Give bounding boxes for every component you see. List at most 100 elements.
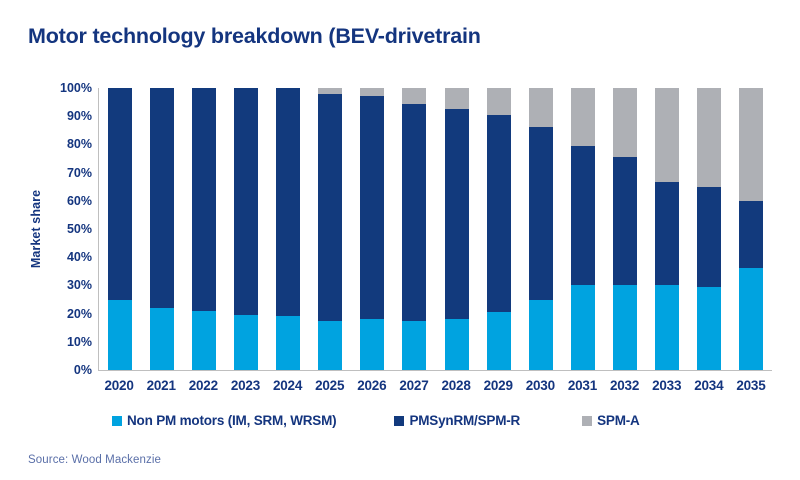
bar-segment[interactable] [612, 157, 637, 286]
bar-segment[interactable] [402, 88, 427, 104]
bar-column[interactable] [604, 88, 646, 370]
legend-label: PMSynRM/SPM-R [409, 413, 521, 428]
stacked-bar[interactable] [444, 88, 469, 370]
stacked-bar[interactable] [360, 88, 385, 370]
y-axis-tick: 30% [66, 278, 92, 293]
bar-segment[interactable] [738, 200, 763, 269]
bar-column[interactable] [225, 88, 267, 370]
x-axis-tick: 2027 [399, 378, 429, 393]
bar-segment[interactable] [444, 319, 469, 370]
legend-swatch-icon [582, 415, 593, 426]
bar-segment[interactable] [654, 182, 679, 286]
bar-segment[interactable] [528, 299, 553, 370]
bar-segment[interactable] [234, 88, 259, 316]
bar-segment[interactable] [654, 285, 679, 370]
source-note: Source: Wood Mackenzie [28, 454, 162, 466]
y-axis-tick: 70% [66, 165, 92, 180]
stacked-bar[interactable] [612, 88, 637, 370]
bar-segment[interactable] [360, 88, 385, 97]
stacked-bar[interactable] [150, 88, 175, 370]
bar-segment[interactable] [318, 88, 343, 94]
bar-segment[interactable] [276, 88, 301, 317]
bar-segment[interactable] [192, 88, 217, 311]
stacked-bar[interactable] [696, 88, 721, 370]
bar-segment[interactable] [612, 285, 637, 370]
bar-segment[interactable] [696, 186, 721, 287]
bar-segment[interactable] [570, 145, 595, 286]
bar-segment[interactable] [570, 285, 595, 370]
stacked-bar[interactable] [402, 88, 427, 370]
y-axis-line [98, 88, 99, 371]
bar-segment[interactable] [318, 93, 343, 321]
bar-column[interactable] [730, 88, 772, 370]
legend-item[interactable]: SPM-A [582, 413, 640, 428]
bar-column[interactable] [478, 88, 520, 370]
bar-segment[interactable] [486, 88, 511, 115]
bar-column[interactable] [99, 88, 141, 370]
stacked-bar[interactable] [192, 88, 217, 370]
bar-segment[interactable] [150, 88, 175, 308]
y-axis-label: Market share [24, 82, 48, 376]
legend-item[interactable]: Non PM motors (IM, SRM, WRSM) [112, 413, 337, 428]
y-axis-tick: 50% [66, 222, 92, 236]
bar-segment[interactable] [360, 96, 385, 320]
axis-area [98, 82, 772, 376]
bar-segment[interactable] [402, 103, 427, 321]
bar-segment[interactable] [570, 88, 595, 146]
bar-segment[interactable] [318, 320, 343, 370]
bar-segment[interactable] [402, 320, 427, 370]
bar-segment[interactable] [696, 88, 721, 187]
bar-segment[interactable] [696, 286, 721, 370]
plot-area: Market share 0% 10% 20% 30% 40% 50% 60% 70% 80% 9… [28, 81, 772, 377]
bar-column[interactable] [688, 88, 730, 370]
legend-swatch-icon [112, 415, 122, 426]
stacked-bar[interactable] [318, 88, 343, 370]
bar-segment[interactable] [276, 316, 301, 370]
stacked-bar[interactable] [570, 88, 595, 370]
bar-column[interactable] [646, 88, 688, 370]
y-axis-tick: 80% [66, 137, 92, 152]
x-axis-tick: 2035 [736, 378, 766, 393]
legend-item[interactable]: PMSynRM/SPM-R [394, 413, 520, 428]
bar-column[interactable] [267, 88, 309, 370]
x-axis-tick: 2034 [694, 378, 724, 393]
bar-segment[interactable] [444, 109, 469, 320]
x-axis-tick: 2020 [104, 378, 134, 393]
bar-segment[interactable] [738, 88, 763, 201]
stacked-bar[interactable] [234, 88, 259, 370]
bar-column[interactable] [562, 88, 604, 370]
bar-column[interactable] [141, 88, 183, 370]
stacked-bar[interactable] [108, 88, 133, 370]
bar-segment[interactable] [654, 88, 679, 183]
bar-segment[interactable] [150, 307, 175, 370]
bar-segment[interactable] [612, 88, 637, 158]
y-axis-tick: 100% [60, 81, 92, 95]
legend-swatch-icon [394, 415, 405, 426]
bar-segment[interactable] [108, 299, 133, 370]
bar-column[interactable] [183, 88, 225, 370]
bar-segment[interactable] [108, 88, 133, 300]
stacked-bar[interactable] [528, 88, 553, 370]
bar-column[interactable] [436, 88, 478, 370]
y-axis-tick: 40% [66, 250, 92, 265]
bar-column[interactable] [393, 88, 435, 370]
bar-segment[interactable] [486, 312, 511, 370]
bar-column[interactable] [351, 88, 393, 370]
bar-column[interactable] [520, 88, 562, 370]
bar-column[interactable] [309, 88, 351, 370]
stacked-bar[interactable] [486, 88, 511, 370]
x-axis-tick: 2023 [230, 378, 261, 393]
stacked-bar[interactable] [276, 88, 301, 370]
stacked-bar[interactable] [654, 88, 679, 370]
y-axis-tick: 60% [66, 193, 92, 208]
bar-segment[interactable] [192, 310, 217, 370]
bar-segment[interactable] [234, 315, 259, 370]
bar-segment[interactable] [738, 268, 763, 370]
bar-segment[interactable] [528, 88, 553, 128]
bar-segment[interactable] [486, 114, 511, 313]
bar-segment[interactable] [444, 88, 469, 110]
bar-segment[interactable] [528, 127, 553, 300]
bar-segment[interactable] [360, 319, 385, 370]
stacked-bar[interactable] [738, 88, 763, 370]
